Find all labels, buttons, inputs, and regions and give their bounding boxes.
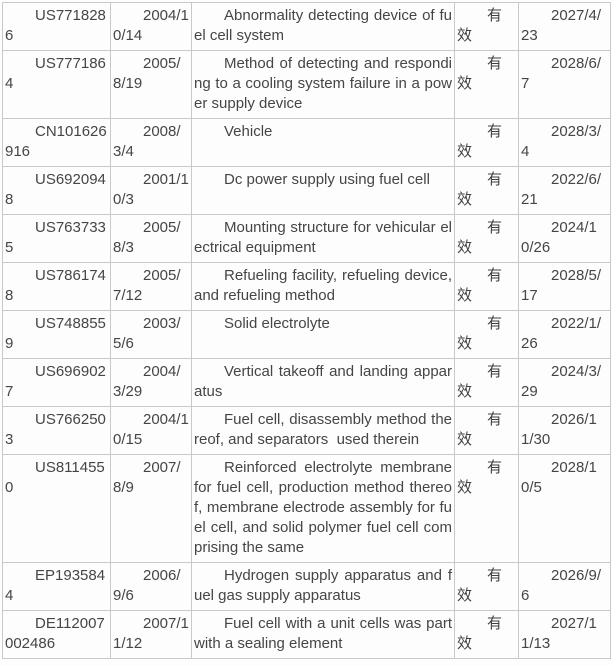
patent-number-cell: US7718286	[2, 2, 111, 51]
filing-date-cell: 2001/10/3	[110, 166, 192, 215]
filing-date-cell: 2005/7/12	[110, 262, 192, 311]
patent-number-cell: US7637335	[2, 214, 111, 263]
patent-number-cell: US8114550	[2, 454, 111, 563]
patent-number-cell: US7488559	[2, 310, 111, 359]
patent-title-cell: Refueling facility, refueling device, an…	[191, 262, 455, 311]
table-row: DE112007002486 2007/11/12 Fuel cell with…	[2, 610, 611, 659]
table-row: US6920948 2001/10/3 Dc power supply usin…	[2, 166, 611, 215]
expiry-date-cell: 2022/1/26	[518, 310, 611, 359]
table-row: US7488559 2003/5/6 Solid electrolyte 有效 …	[2, 310, 611, 359]
legal-status-badge: 有效	[454, 358, 519, 407]
expiry-date-cell: 2026/11/30	[518, 406, 611, 455]
expiry-date-cell: 2024/3/29	[518, 358, 611, 407]
patent-title-cell: Reinforced electrolyte membrane for fuel…	[191, 454, 455, 563]
table-row: US8114550 2007/8/9 Reinforced electrolyt…	[2, 454, 611, 563]
table-row: EP1935844 2006/9/6 Hydrogen supply appar…	[2, 562, 611, 611]
expiry-date-cell: 2027/4/23	[518, 2, 611, 51]
filing-date-cell: 2007/8/9	[110, 454, 192, 563]
patent-number-cell: US7771864	[2, 50, 111, 119]
patent-number-cell: US6969027	[2, 358, 111, 407]
filing-date-cell: 2007/11/12	[110, 610, 192, 659]
table-row: US7662503 2004/10/15 Fuel cell, disassem…	[2, 406, 611, 455]
table-row: US7771864 2005/8/19 Method of detecting …	[2, 50, 611, 119]
expiry-date-cell: 2028/5/17	[518, 262, 611, 311]
filing-date-cell: 2005/8/19	[110, 50, 192, 119]
filing-date-cell: 2008/3/4	[110, 118, 192, 167]
table-row: US7861748 2005/7/12 Refueling facility, …	[2, 262, 611, 311]
expiry-date-cell: 2028/10/5	[518, 454, 611, 563]
legal-status-badge: 有效	[454, 118, 519, 167]
filing-date-cell: 2004/10/14	[110, 2, 192, 51]
legal-status-badge: 有效	[454, 610, 519, 659]
legal-status-badge: 有效	[454, 166, 519, 215]
filing-date-cell: 2004/10/15	[110, 406, 192, 455]
patent-number-cell: DE112007002486	[2, 610, 111, 659]
patent-title-cell: Vehicle	[191, 118, 455, 167]
patent-title-cell: Method of detecting and responding to a …	[191, 50, 455, 119]
patent-title-cell: Mounting structure for vehicular electri…	[191, 214, 455, 263]
patent-number-cell: EP1935844	[2, 562, 111, 611]
legal-status-badge: 有效	[454, 310, 519, 359]
patent-number-cell: US7861748	[2, 262, 111, 311]
patent-title-cell: Abnormality detecting device of fuel cel…	[191, 2, 455, 51]
legal-status-badge: 有效	[454, 50, 519, 119]
filing-date-cell: 2006/9/6	[110, 562, 192, 611]
table-row: US7718286 2004/10/14 Abnormality detecti…	[2, 2, 611, 51]
legal-status-badge: 有效	[454, 2, 519, 51]
patent-number-cell: US6920948	[2, 166, 111, 215]
expiry-date-cell: 2028/3/4	[518, 118, 611, 167]
patent-title-cell: Vertical takeoff and landing apparatus	[191, 358, 455, 407]
patent-title-cell: Fuel cell with a unit cells was part wit…	[191, 610, 455, 659]
table-row: US6969027 2004/3/29 Vertical takeoff and…	[2, 358, 611, 407]
table-row: US7637335 2005/8/3 Mounting structure fo…	[2, 214, 611, 263]
legal-status-badge: 有效	[454, 454, 519, 563]
expiry-date-cell: 2024/10/26	[518, 214, 611, 263]
expiry-date-cell: 2026/9/6	[518, 562, 611, 611]
legal-status-badge: 有效	[454, 406, 519, 455]
legal-status-badge: 有效	[454, 562, 519, 611]
legal-status-badge: 有效	[454, 214, 519, 263]
expiry-date-cell: 2028/6/7	[518, 50, 611, 119]
filing-date-cell: 2005/8/3	[110, 214, 192, 263]
patent-title-cell: Solid electrolyte	[191, 310, 455, 359]
patent-title-cell: Hydrogen supply apparatus and fuel gas s…	[191, 562, 455, 611]
filing-date-cell: 2004/3/29	[110, 358, 192, 407]
patent-title-cell: Fuel cell, disassembly method thereof, a…	[191, 406, 455, 455]
expiry-date-cell: 2022/6/21	[518, 166, 611, 215]
patent-title-cell: Dc power supply using fuel cell	[191, 166, 455, 215]
filing-date-cell: 2003/5/6	[110, 310, 192, 359]
patent-number-cell: CN101626916	[2, 118, 111, 167]
expiry-date-cell: 2027/11/13	[518, 610, 611, 659]
patent-number-cell: US7662503	[2, 406, 111, 455]
legal-status-badge: 有效	[454, 262, 519, 311]
table-row: CN101626916 2008/3/4 Vehicle 有效 2028/3/4	[2, 118, 611, 167]
